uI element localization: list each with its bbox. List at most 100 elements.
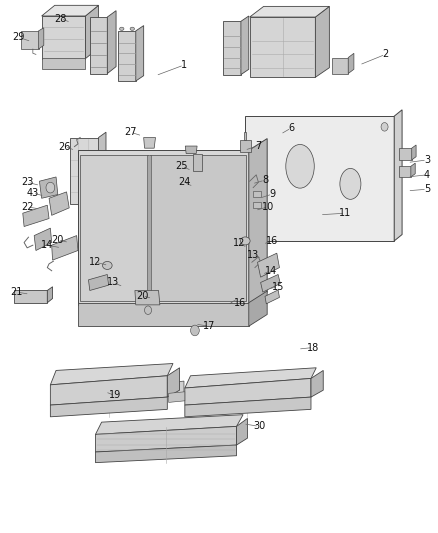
Polygon shape: [95, 426, 237, 452]
Polygon shape: [223, 21, 241, 75]
Text: 24: 24: [178, 177, 190, 187]
Text: 29: 29: [12, 33, 25, 42]
Polygon shape: [253, 191, 261, 197]
Ellipse shape: [120, 27, 124, 30]
Polygon shape: [193, 154, 202, 171]
Text: 10: 10: [262, 202, 274, 212]
Polygon shape: [52, 236, 78, 260]
Text: 25: 25: [176, 161, 188, 171]
Polygon shape: [99, 132, 106, 204]
Polygon shape: [50, 376, 167, 405]
Text: 21: 21: [11, 287, 23, 297]
Polygon shape: [394, 110, 402, 241]
Polygon shape: [240, 140, 251, 152]
Ellipse shape: [130, 27, 134, 30]
Polygon shape: [50, 364, 173, 385]
Polygon shape: [90, 17, 107, 74]
Text: 1: 1: [181, 60, 187, 70]
Circle shape: [145, 306, 152, 314]
Polygon shape: [49, 192, 69, 215]
Polygon shape: [185, 368, 316, 388]
Polygon shape: [241, 16, 249, 75]
Ellipse shape: [286, 144, 314, 188]
Polygon shape: [95, 445, 237, 463]
Text: 6: 6: [288, 123, 294, 133]
Polygon shape: [399, 166, 411, 177]
Text: 43: 43: [27, 188, 39, 198]
Text: 13: 13: [247, 250, 259, 260]
Polygon shape: [80, 155, 148, 301]
Polygon shape: [253, 202, 261, 208]
Text: 30: 30: [253, 422, 265, 431]
Text: 9: 9: [269, 189, 276, 199]
Text: 3: 3: [424, 155, 430, 165]
Text: 8: 8: [262, 175, 268, 185]
Text: 19: 19: [109, 391, 121, 400]
Polygon shape: [95, 415, 243, 434]
Text: 20: 20: [52, 235, 64, 245]
Text: 13: 13: [107, 278, 119, 287]
Polygon shape: [265, 290, 279, 304]
Text: 14: 14: [265, 266, 277, 276]
Ellipse shape: [240, 237, 250, 245]
Polygon shape: [249, 291, 267, 326]
Polygon shape: [85, 5, 99, 59]
Polygon shape: [332, 58, 348, 74]
Polygon shape: [23, 205, 49, 227]
Polygon shape: [245, 116, 394, 241]
Polygon shape: [34, 228, 52, 251]
Polygon shape: [42, 58, 85, 69]
Polygon shape: [258, 253, 279, 277]
Polygon shape: [136, 26, 144, 81]
Polygon shape: [147, 155, 151, 301]
Polygon shape: [39, 28, 44, 49]
Polygon shape: [50, 397, 167, 417]
Polygon shape: [88, 274, 109, 290]
Text: 15: 15: [272, 282, 284, 292]
Polygon shape: [411, 163, 415, 177]
Polygon shape: [118, 31, 136, 81]
Polygon shape: [47, 287, 53, 303]
Polygon shape: [107, 11, 116, 74]
Polygon shape: [150, 155, 246, 301]
Text: 22: 22: [21, 202, 33, 212]
Polygon shape: [250, 17, 315, 77]
Text: 16: 16: [266, 236, 279, 246]
Polygon shape: [311, 370, 323, 397]
Polygon shape: [42, 5, 99, 16]
Text: 14: 14: [41, 240, 53, 250]
Polygon shape: [250, 6, 329, 17]
Text: 17: 17: [203, 321, 215, 331]
Polygon shape: [244, 132, 246, 140]
Text: 12: 12: [233, 238, 245, 247]
Text: 20: 20: [136, 291, 148, 301]
Text: 12: 12: [89, 257, 102, 267]
Circle shape: [46, 182, 55, 193]
Polygon shape: [185, 397, 311, 417]
Text: 23: 23: [21, 177, 33, 187]
Text: 4: 4: [424, 170, 430, 180]
Ellipse shape: [340, 168, 361, 199]
Ellipse shape: [102, 262, 112, 270]
Text: 27: 27: [124, 127, 137, 137]
Polygon shape: [348, 53, 354, 74]
Polygon shape: [42, 16, 85, 59]
Text: 26: 26: [59, 142, 71, 151]
Text: 28: 28: [54, 14, 67, 23]
Polygon shape: [144, 138, 155, 148]
Circle shape: [191, 325, 199, 336]
Polygon shape: [237, 418, 247, 445]
Text: 18: 18: [307, 343, 319, 352]
Polygon shape: [78, 150, 249, 305]
Polygon shape: [167, 368, 180, 397]
Text: 5: 5: [424, 184, 430, 194]
Polygon shape: [135, 290, 160, 305]
Circle shape: [381, 123, 388, 131]
Polygon shape: [70, 138, 99, 204]
Polygon shape: [169, 392, 185, 402]
Polygon shape: [78, 303, 249, 326]
Polygon shape: [155, 381, 184, 397]
Polygon shape: [412, 145, 416, 160]
Text: 11: 11: [339, 208, 351, 218]
Text: 2: 2: [382, 50, 389, 59]
